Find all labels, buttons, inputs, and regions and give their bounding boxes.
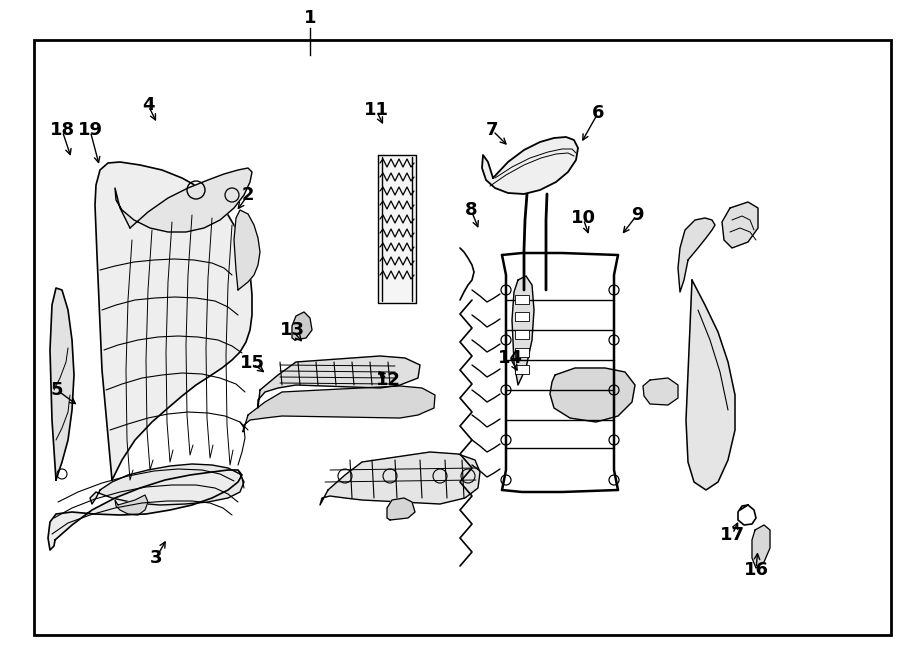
Text: 8: 8 [464, 201, 477, 219]
Text: 17: 17 [719, 526, 744, 544]
Polygon shape [95, 162, 252, 480]
Text: 9: 9 [631, 206, 644, 224]
Polygon shape [292, 312, 312, 340]
Polygon shape [752, 525, 770, 568]
Polygon shape [115, 495, 148, 515]
Polygon shape [482, 137, 578, 194]
Text: 12: 12 [375, 371, 401, 389]
Text: 18: 18 [50, 121, 75, 139]
Polygon shape [50, 288, 74, 480]
Text: 19: 19 [77, 121, 103, 139]
Bar [515, 330, 529, 339]
Text: 3: 3 [149, 549, 162, 567]
Text: 5: 5 [50, 381, 63, 399]
Polygon shape [643, 378, 678, 405]
Bar [515, 312, 529, 321]
Bar [515, 348, 529, 357]
Text: 10: 10 [571, 209, 596, 227]
Text: 4: 4 [142, 96, 154, 114]
Text: 6: 6 [592, 104, 604, 122]
Polygon shape [115, 168, 252, 232]
Polygon shape [550, 368, 635, 422]
Polygon shape [678, 218, 715, 292]
Polygon shape [686, 280, 735, 490]
Polygon shape [722, 202, 758, 248]
Text: 16: 16 [743, 561, 769, 579]
Text: 1: 1 [304, 9, 316, 27]
Bar [515, 365, 529, 374]
Text: 7: 7 [486, 121, 499, 139]
Bar [515, 295, 529, 304]
Polygon shape [48, 470, 242, 550]
Polygon shape [320, 452, 480, 505]
Polygon shape [258, 356, 420, 408]
Text: 13: 13 [280, 321, 304, 339]
Text: 14: 14 [498, 349, 523, 367]
Text: 11: 11 [364, 101, 389, 119]
Text: 15: 15 [239, 354, 265, 372]
Text: 2: 2 [242, 186, 254, 204]
Polygon shape [512, 276, 534, 385]
Polygon shape [234, 210, 260, 290]
Polygon shape [387, 498, 415, 520]
Polygon shape [243, 386, 435, 432]
Polygon shape [90, 464, 244, 505]
Polygon shape [378, 155, 416, 303]
